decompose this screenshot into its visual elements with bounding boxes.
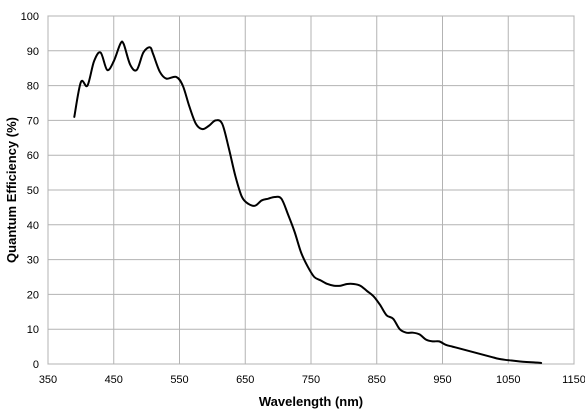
x-tick-label: 1050	[496, 374, 520, 386]
y-tick-label: 90	[27, 46, 39, 58]
y-tick-label: 30	[27, 255, 39, 267]
y-tick-label: 40	[27, 220, 39, 232]
y-tick-label: 70	[27, 115, 39, 127]
x-tick-label: 450	[105, 374, 123, 386]
x-tick-label: 650	[236, 374, 254, 386]
x-tick-label: 950	[433, 374, 451, 386]
y-tick-label: 0	[33, 359, 39, 371]
y-axis-title: Quantum Efficiency (%)	[4, 117, 19, 263]
series-lines	[73, 40, 543, 364]
x-tick-labels: 350 450 550 650 750 850 950 1050 1150	[39, 374, 585, 386]
y-tick-label: 100	[21, 11, 39, 23]
x-tick-label: 550	[170, 374, 188, 386]
y-tick-label: 50	[27, 185, 39, 197]
x-tick-label: 350	[39, 374, 57, 386]
y-gridlines	[48, 15, 574, 365]
y-tick-label: 60	[27, 150, 39, 162]
y-tick-label: 20	[27, 289, 39, 301]
x-tick-label: 750	[302, 374, 320, 386]
x-tick-label: 1150	[562, 374, 585, 386]
x-tick-label: 850	[368, 374, 386, 386]
qe-series-line	[73, 40, 543, 364]
x-axis-title: Wavelength (nm)	[259, 394, 363, 409]
y-tick-label: 10	[27, 324, 39, 336]
y-tick-labels: 0 10 20 30 40 50 60 70 80 90 100	[21, 11, 39, 371]
y-tick-label: 80	[27, 81, 39, 93]
